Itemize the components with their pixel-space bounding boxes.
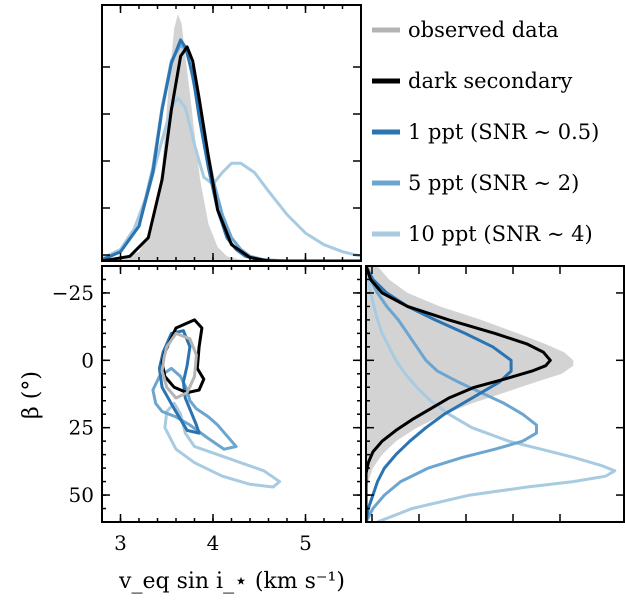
top-marginal-panel <box>101 4 362 262</box>
top-plot-area <box>102 14 361 261</box>
y-tick-label: −25 <box>52 281 94 305</box>
x-tick-label: 3 <box>114 531 127 555</box>
top-curve-dark <box>102 45 361 261</box>
contour-observed <box>160 331 198 400</box>
y-tick-label: 0 <box>81 348 94 372</box>
legend-label-dark: dark secondary <box>408 69 573 93</box>
y-tick-label: 25 <box>69 416 94 440</box>
contour-ppt1 <box>157 329 201 435</box>
top-curve-ppt5 <box>102 43 361 261</box>
joint-contour-panel: 3 4 5 −25 0 25 50 <box>52 265 362 555</box>
y-tick-label: 50 <box>69 483 94 507</box>
observed-histogram-area-right <box>366 266 574 522</box>
legend: observed data dark secondary 1 ppt (SNR ∼ … <box>372 18 599 246</box>
right-curve-ppt10 <box>366 266 617 522</box>
contour-ppt10 <box>163 401 282 489</box>
x-tick-label: 5 <box>299 531 312 555</box>
x-axis-label: v_eq sin i_⋆ (km s⁻¹) <box>118 569 345 594</box>
right-panel-frame <box>365 265 625 523</box>
y-axis-label: β (°) <box>19 371 44 419</box>
legend-label-observed: observed data <box>408 18 559 42</box>
legend-label-ppt1: 1 ppt (SNR ∼ 0.5) <box>408 120 599 144</box>
contour-ppt5 <box>151 366 238 451</box>
right-plot-area <box>366 266 617 522</box>
legend-label-ppt5: 5 ppt (SNR ∼ 2) <box>408 171 579 195</box>
observed-histogram-area <box>102 14 361 261</box>
right-marginal-panel <box>365 265 625 523</box>
right-curve-ppt5 <box>366 266 538 522</box>
contour-panel-frame <box>101 265 362 523</box>
x-tick-label: 4 <box>207 531 220 555</box>
legend-label-ppt10: 10 ppt (SNR ∼ 4) <box>408 222 593 246</box>
contour-plot-area <box>151 318 282 489</box>
top-curve-ppt1 <box>102 38 361 261</box>
right-curve-dark <box>366 266 552 522</box>
